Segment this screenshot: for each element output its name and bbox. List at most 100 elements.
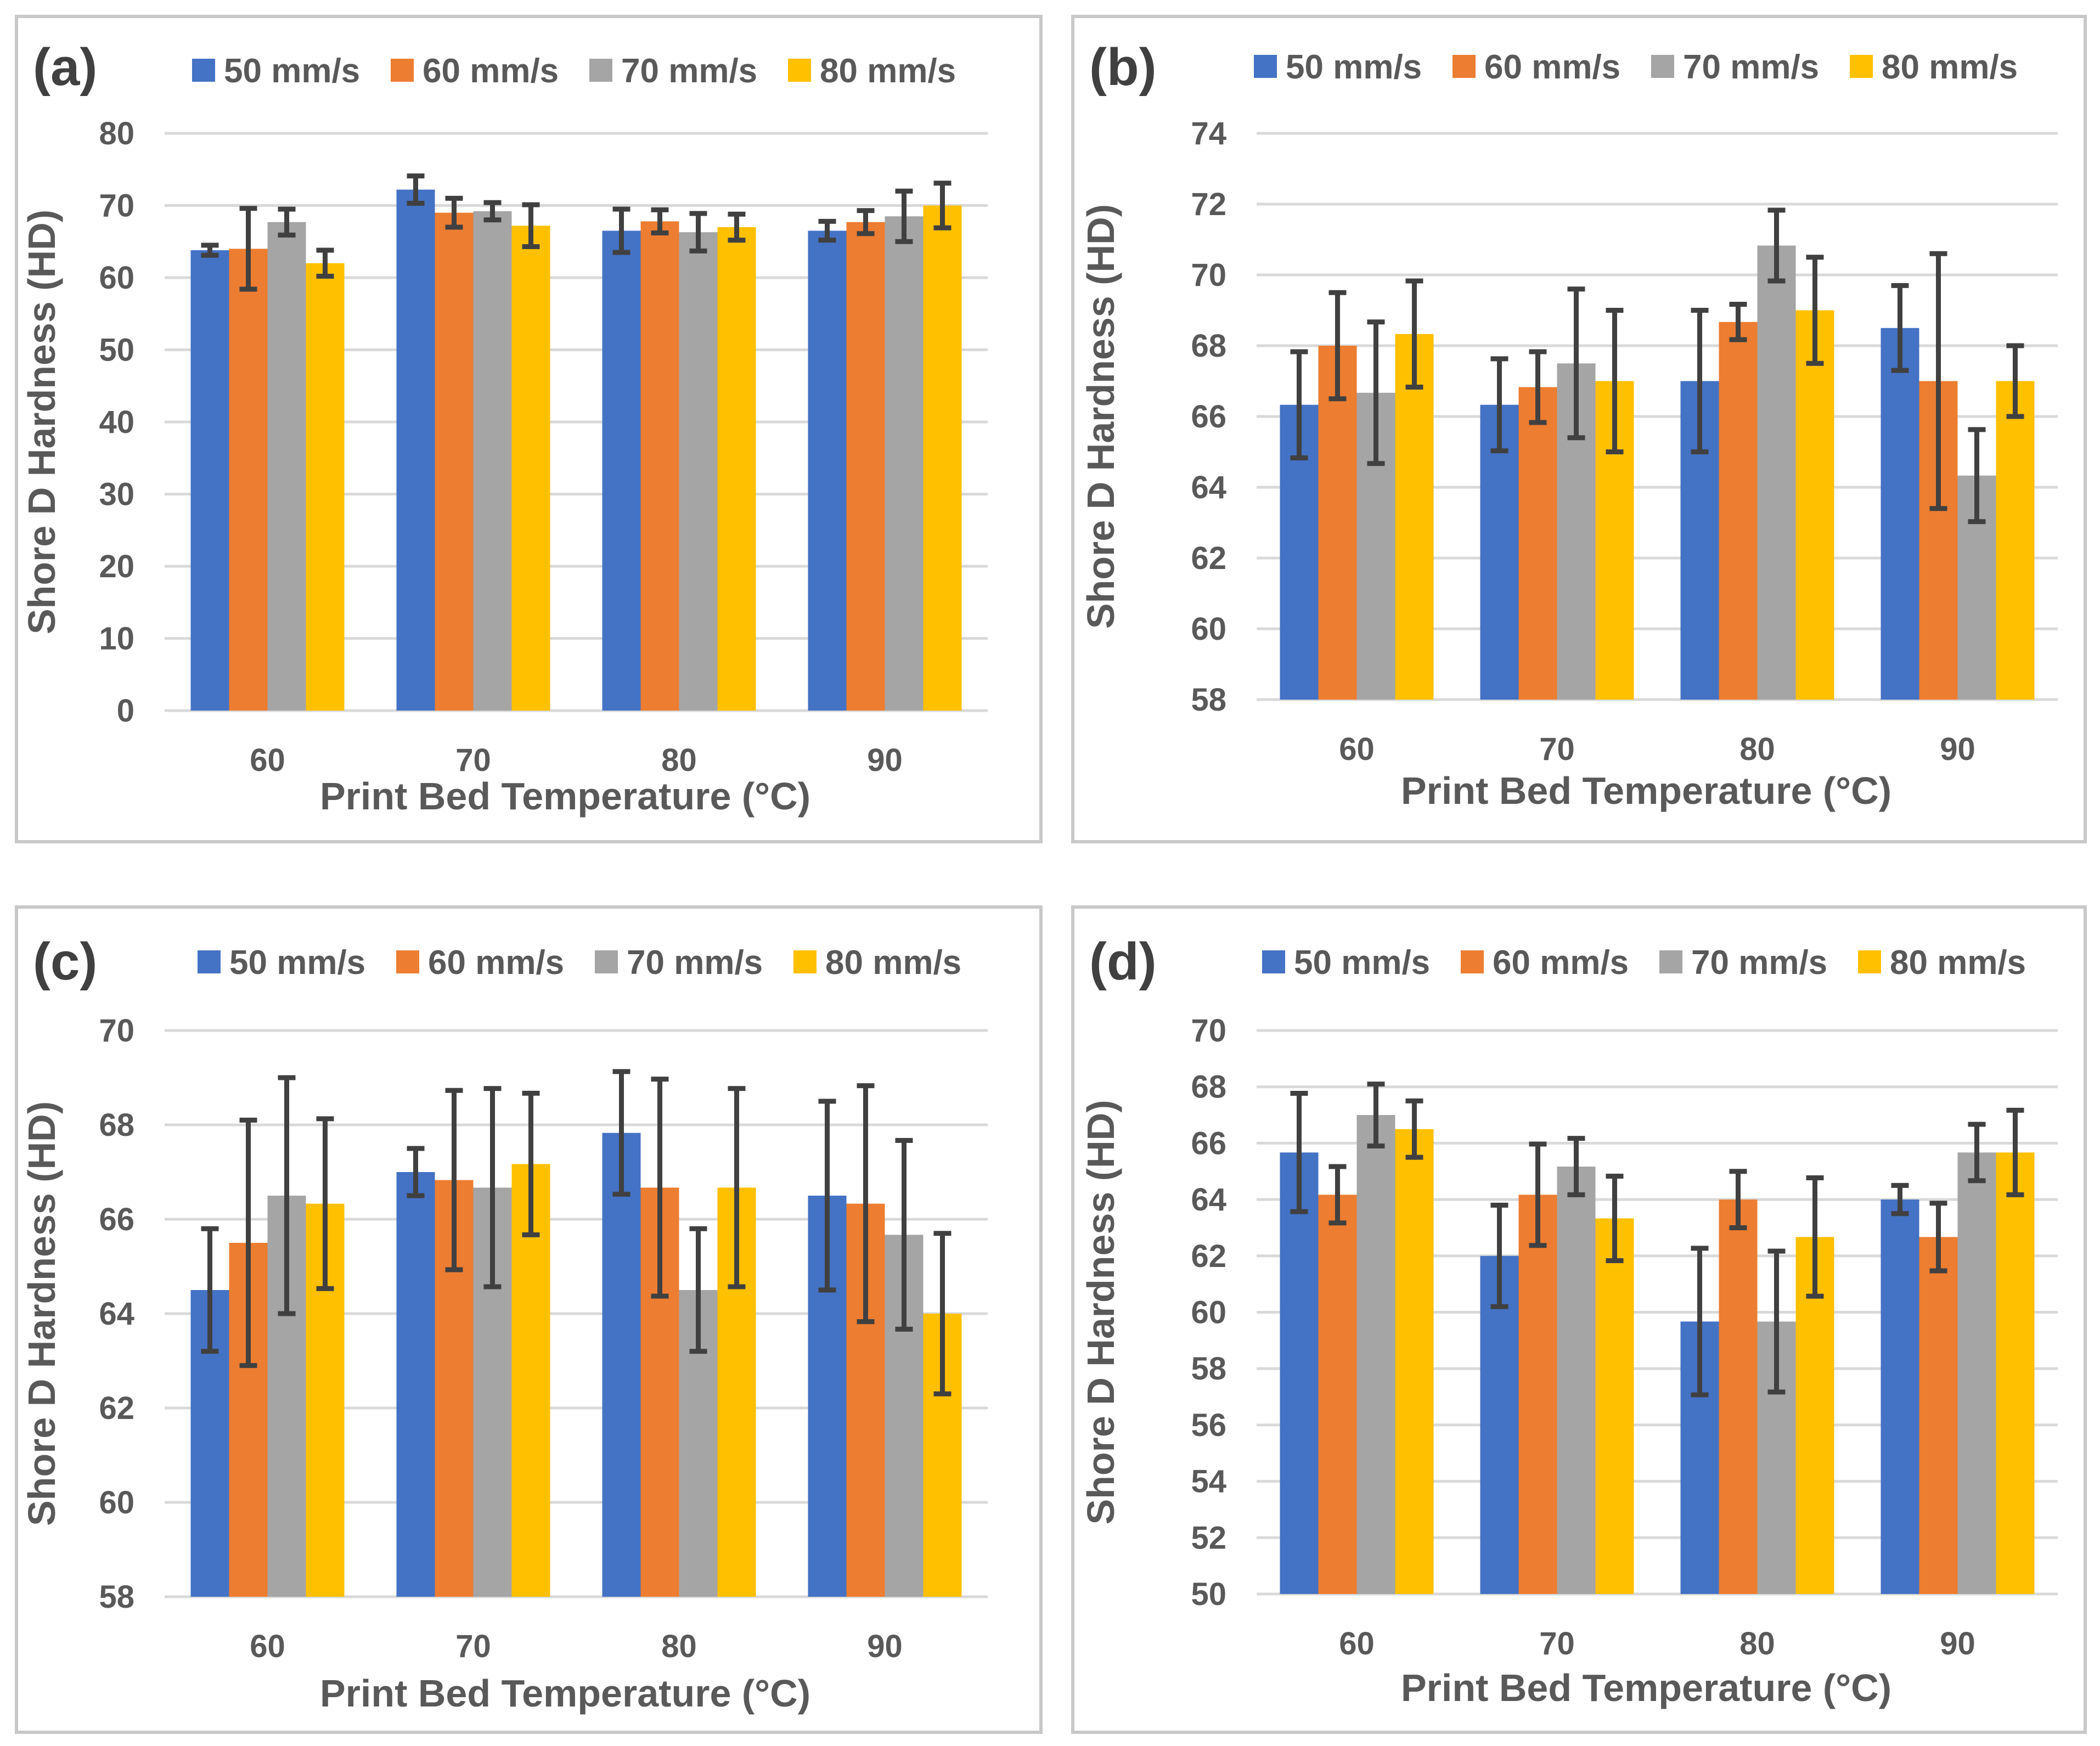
y-tick-label: 74 [1191, 116, 1226, 151]
error-bar [1929, 251, 1947, 511]
bar [396, 1172, 435, 1597]
bar [679, 232, 718, 711]
legend-swatch [589, 59, 612, 82]
error-bar [933, 1231, 952, 1396]
bar [885, 216, 924, 711]
error-bar [1529, 349, 1547, 425]
y-axis-title: Shore D Hardness (HD) [20, 1101, 63, 1526]
legend-label: 50 mm/s [1294, 944, 1430, 982]
error-bar [201, 243, 219, 258]
legend-swatch [1262, 950, 1285, 973]
error-bar [1328, 290, 1347, 402]
error-bar [1367, 319, 1385, 466]
bar [396, 189, 435, 711]
error-bar [1567, 286, 1585, 441]
legend-label: 50 mm/s [229, 944, 365, 982]
bar [1757, 245, 1796, 700]
bar [1518, 1195, 1557, 1594]
y-tick-label: 66 [1191, 1125, 1226, 1161]
error-bar [1806, 255, 1824, 366]
bar [306, 263, 345, 711]
y-tick-label: 54 [1191, 1464, 1226, 1500]
bar [1881, 328, 1919, 700]
bar [1318, 346, 1357, 700]
legend-swatch [793, 950, 817, 973]
legend-label: 80 mm/s [1882, 48, 2018, 86]
legend-label: 80 mm/s [825, 944, 961, 982]
y-tick-label: 68 [1191, 1069, 1226, 1105]
error-bar [818, 1099, 836, 1293]
legend-swatch [391, 59, 414, 82]
bar [1518, 387, 1557, 700]
bar [1719, 322, 1758, 700]
legend: 50 mm/s 60 mm/s 70 mm/s 80 mm/s [1254, 48, 2018, 86]
x-tick-label: 60 [250, 742, 285, 778]
x-tick-label: 70 [1539, 1626, 1575, 1661]
error-bar [933, 181, 952, 230]
x-tick-label: 60 [250, 1629, 285, 1664]
error-bar [445, 195, 463, 230]
legend-swatch [1659, 950, 1682, 973]
error-bar [1767, 1248, 1786, 1395]
legend-swatch [1651, 55, 1674, 78]
y-tick-label: 66 [99, 1202, 134, 1237]
error-bar [1729, 1169, 1747, 1230]
y-tick-label: 70 [99, 1013, 134, 1049]
error-bar [1328, 1164, 1347, 1226]
x-tick-label: 80 [661, 742, 697, 778]
legend-swatch [1858, 950, 1881, 973]
bar [1996, 1152, 2035, 1594]
legend-label: 60 mm/s [423, 52, 559, 90]
bar [1557, 1167, 1596, 1594]
x-tick-label: 70 [1539, 731, 1575, 767]
legend-swatch [198, 950, 221, 973]
error-bar [651, 207, 669, 235]
y-tick-label: 60 [99, 260, 134, 296]
legend-label: 60 mm/s [428, 944, 564, 982]
bar [717, 227, 756, 711]
error-bar [651, 1077, 669, 1299]
panel-label: (d) [1089, 932, 1157, 991]
error-bar [857, 208, 875, 236]
x-tick-label: 80 [1739, 731, 1775, 767]
legend-label: 60 mm/s [1484, 48, 1620, 86]
bar [1356, 1115, 1395, 1594]
error-bar [278, 206, 296, 238]
bar [1280, 1152, 1319, 1594]
error-bar [1729, 302, 1747, 342]
x-axis-title: Print Bed Temperature (°C) [320, 1672, 810, 1715]
y-tick-label: 50 [99, 333, 134, 368]
error-bar [1490, 356, 1508, 454]
error-bar [1490, 1202, 1508, 1309]
x-tick-label: 60 [1339, 731, 1375, 767]
y-axis-title: Shore D Hardness (HD) [20, 210, 63, 634]
bar [1318, 1195, 1357, 1594]
error-bar [728, 1086, 746, 1289]
chart-panel-3: 58 60 62 64 66 68 70 60 70 80 90 Print Bed Temperat… [15, 905, 1043, 1734]
x-axis-title: Print Bed Temperature (°C) [1401, 769, 1891, 812]
error-bar [407, 1146, 425, 1198]
error-bar [1405, 278, 1423, 390]
error-bar [483, 200, 502, 223]
x-axis-title: Print Bed Temperature (°C) [320, 775, 810, 818]
y-tick-label: 62 [1191, 1238, 1226, 1274]
error-bar [483, 1086, 502, 1289]
chart-panel-4: 50 52 54 56 58 60 62 64 66 68 70 60 70 80 90 Print Bed … [1071, 905, 2087, 1734]
error-bar [201, 1226, 219, 1354]
error-bar [316, 247, 334, 279]
legend-swatch [788, 59, 811, 82]
legend-swatch [192, 59, 215, 82]
y-axis-title: Shore D Hardness (HD) [1079, 204, 1122, 629]
error-bar [239, 206, 257, 292]
bar [602, 230, 641, 711]
y-tick-label: 52 [1191, 1520, 1226, 1556]
legend-label: 70 mm/s [627, 944, 763, 982]
bar [1480, 1255, 1519, 1594]
y-tick-label: 60 [1191, 611, 1226, 647]
y-tick-label: 68 [99, 1107, 134, 1143]
legend-label: 70 mm/s [1691, 944, 1827, 982]
error-bar [316, 1116, 334, 1291]
x-tick-label: 90 [867, 1629, 903, 1664]
y-tick-label: 10 [99, 621, 134, 657]
bar [846, 222, 885, 711]
